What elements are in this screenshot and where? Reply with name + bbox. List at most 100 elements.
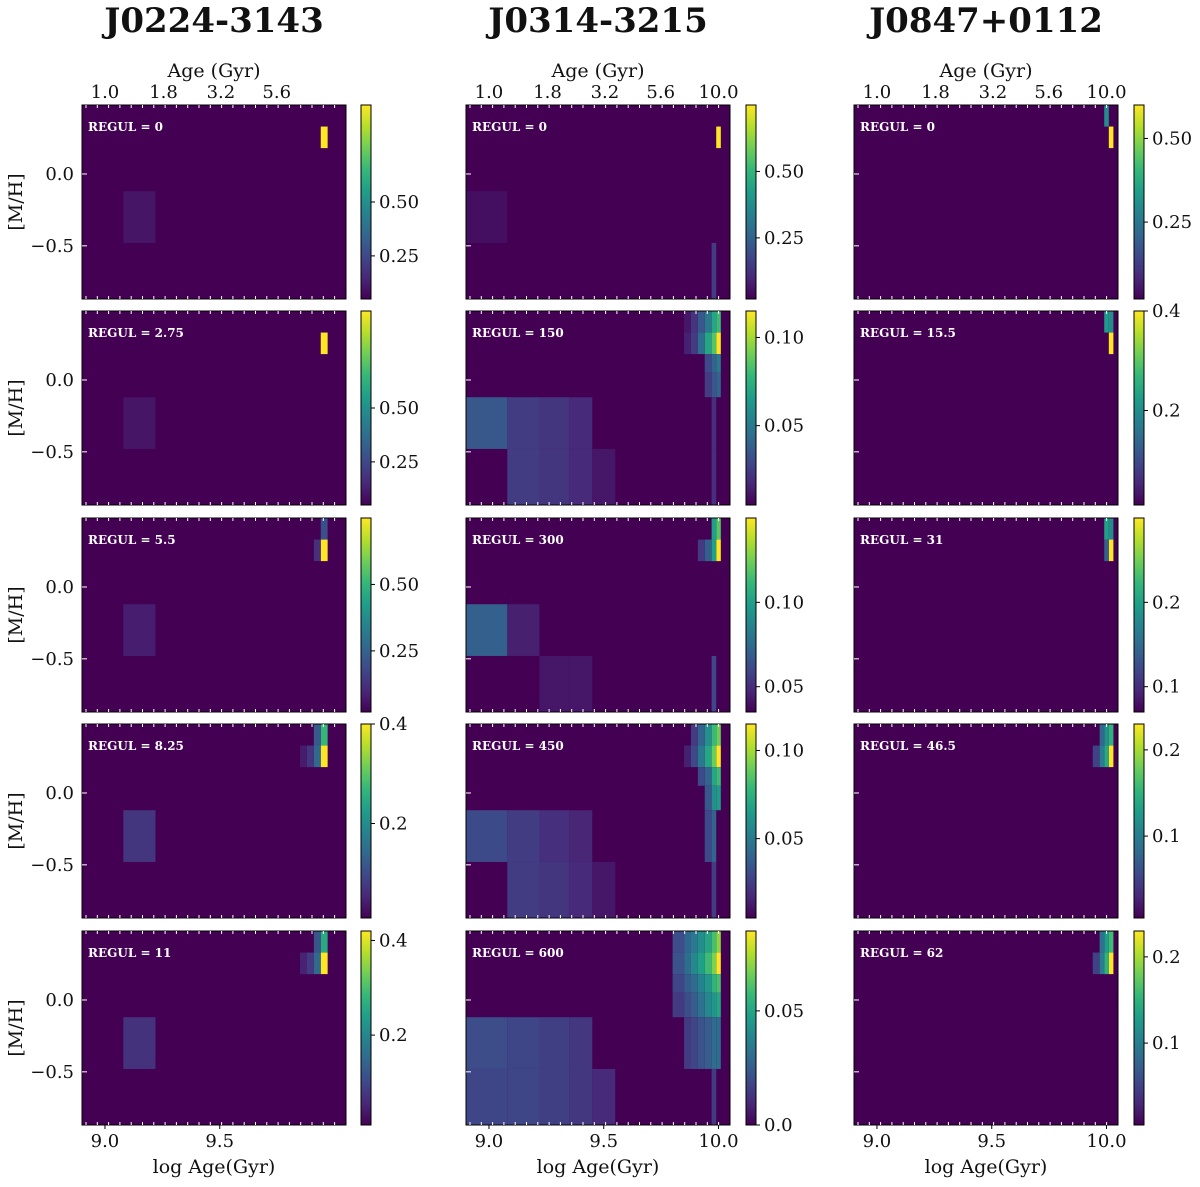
heatmap-cell [716,785,721,811]
heatmap-cell [711,518,717,540]
heatmap-cell [711,655,717,712]
heatmap-cell [711,952,717,975]
regul-label: REGUL = 31 [860,533,943,547]
heatmap-cell [697,311,705,333]
heatmap-cell [466,1068,508,1125]
heatmap-panel: REGUL = 11 0.0 −0.5[M/H] 0.2 0.4 [5,930,408,1126]
x-tick-label: 10.0 [1086,1131,1126,1152]
column-title-1: J0224-3143 [101,1,323,41]
colorbar-tick-label: 0.25 [379,641,419,662]
heatmap-cell [320,332,328,355]
y-tick-label: 0.0 [45,990,74,1011]
heatmap-cell [507,1017,540,1069]
heatmap-cell [1092,952,1100,975]
heatmap-cell [1104,724,1109,746]
heatmap-cell [711,448,717,505]
heatmap-cell [697,332,705,355]
colorbar-tick-label: 0.4 [1152,301,1181,322]
heatmap-cell [466,397,508,449]
column-title-2: J0314-3215 [485,1,707,41]
heatmap-cell [704,974,712,993]
heatmap-cell [507,604,540,656]
heatmap-cell [1108,952,1114,975]
heatmap-cell [697,992,705,1018]
x-axis-label: log Age(Gyr) [925,1156,1048,1178]
y-tick-label: −0.5 [30,649,74,670]
heatmap-cell [711,539,717,562]
heatmap-cell [711,931,717,953]
colorbar [1133,517,1145,713]
panel-frame [81,310,347,506]
heatmap-cell [313,724,321,746]
x-tick-label: 9.0 [475,1131,504,1152]
heatmap-cell [313,745,321,768]
panel-frame [853,517,1119,713]
heatmap-cell [1108,724,1114,746]
heatmap-background [854,724,1118,918]
heatmap-cell [716,126,721,149]
heatmap-cell [684,332,691,355]
heatmap-cell [690,952,698,975]
heatmap-cell [716,992,721,1018]
colorbar-tick-label: 0.2 [379,813,408,834]
y-axis-label: [M/H] [5,586,27,643]
heatmap-panel: REGUL = 62 0.1 0.2 [853,930,1181,1126]
heatmap-cell [569,1068,593,1125]
heatmap-cell [1108,931,1114,953]
heatmap-cell [592,861,616,918]
colorbar-tick-label: 0.4 [379,714,408,735]
colorbar-tick-label: 0.10 [764,740,804,761]
colorbar-tick-label: 0.2 [1152,947,1181,968]
regul-label: REGUL = 150 [472,326,564,340]
panel-frame [81,723,347,919]
heatmap-cell [704,952,712,975]
heatmap-cell [539,861,570,918]
heatmap-cell [690,724,698,746]
panel-frame [853,104,1119,300]
x-tick-label: 9.5 [589,1131,618,1152]
top-tick-label: 1.0 [91,82,120,103]
heatmap-cell [1108,539,1114,562]
heatmap-cell [716,539,721,562]
y-tick-label: −0.5 [30,1062,74,1083]
top-tick-label: 10.0 [698,82,738,103]
heatmap-cell [704,1017,712,1069]
top-tick-label: 1.8 [149,82,178,103]
regul-label: REGUL = 600 [472,946,564,960]
colorbar-tick-label: 0.50 [764,161,804,182]
heatmap-cell [592,448,616,505]
heatmap-panel: REGUL = 46.5 0.1 0.2 [853,723,1181,919]
heatmap-cell [716,518,721,540]
regul-label: REGUL = 300 [472,533,564,547]
heatmap-cell [711,332,717,355]
colorbar-tick-label: 0.1 [1152,826,1181,847]
heatmap-cell [684,931,691,953]
heatmap-background [466,105,730,299]
colorbar [360,310,372,506]
heatmap-cell [704,332,712,355]
regul-label: REGUL = 11 [88,946,171,960]
heatmap-cell [697,974,705,993]
regul-label: REGUL = 0 [88,120,163,134]
heatmap-cell [690,974,698,993]
colorbar-tick-label: 0.05 [764,416,804,437]
top-tick-label: 5.6 [1034,82,1063,103]
x-axis-label: log Age(Gyr) [153,1156,276,1178]
heatmap-cell [123,604,156,656]
y-tick-label: 0.0 [45,577,74,598]
heatmap-cell [320,724,328,746]
colorbar-tick-label: 0.50 [1152,128,1192,149]
heatmap-cell [716,1017,721,1069]
heatmap-cell [313,952,321,975]
heatmap-cell [711,992,717,1018]
x-tick-label: 10.0 [698,1131,738,1152]
heatmap-cell [123,810,156,862]
heatmap-cell [1099,952,1105,975]
heatmap-panel: REGUL = 0 0.0 −0.5[M/H] 0.25 0.50 [5,104,419,300]
heatmap-cell [320,952,328,975]
heatmap-cell [697,767,705,786]
heatmap-cell [672,952,685,975]
colorbar-tick-label: 0.2 [1152,592,1181,613]
top-tick-label: 1.8 [921,82,950,103]
